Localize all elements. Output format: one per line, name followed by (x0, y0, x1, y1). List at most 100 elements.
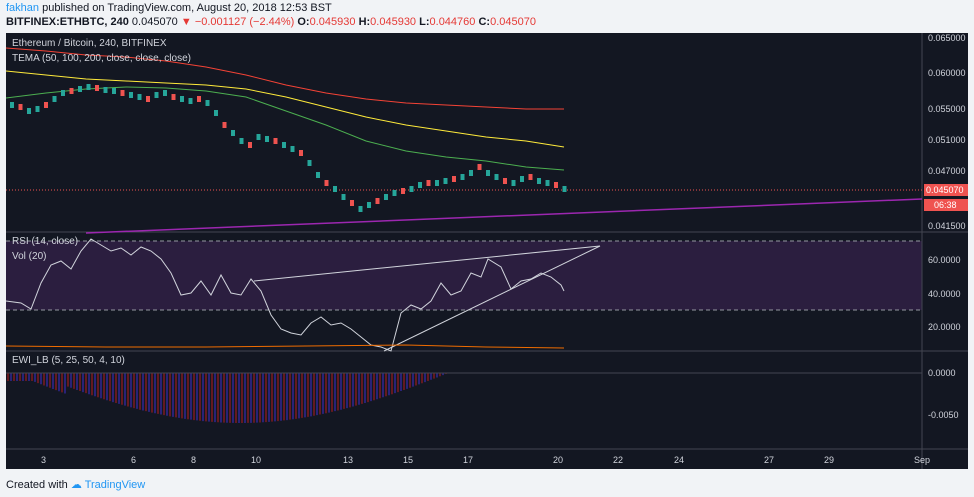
open-value: 0.045930 (309, 16, 356, 28)
candle (197, 96, 201, 102)
candle (214, 110, 218, 116)
candle (52, 96, 57, 102)
candle (528, 174, 533, 180)
price-tick: 0.047000 (928, 166, 966, 176)
low-label: L: (419, 16, 430, 28)
footer: Created with ☁ TradingView (6, 478, 145, 491)
candle (316, 172, 320, 178)
candle (27, 108, 31, 114)
candle (69, 88, 74, 94)
candle (163, 90, 167, 96)
candle (35, 106, 40, 112)
candle (248, 142, 252, 148)
time-tick: Sep (914, 455, 930, 465)
rsi-trendline-upper (253, 245, 601, 282)
rsi-trendline-lower (383, 245, 601, 352)
symbol-label: BITFINEX:ETHBTC, 240 (6, 16, 129, 28)
author-link[interactable]: fakhan (6, 2, 40, 14)
candle (401, 188, 405, 194)
candle (256, 134, 261, 140)
time-tick: 20 (553, 455, 563, 465)
time-tick: 17 (463, 455, 473, 465)
candle (307, 160, 312, 166)
time-tick: 15 (403, 455, 413, 465)
ewi-tick: 0.0000 (928, 368, 956, 378)
tema-indicator-label[interactable]: TEMA (50, 100, 200, close, close, close) (12, 53, 191, 64)
tradingview-link[interactable]: TradingView (84, 479, 146, 491)
candle (95, 85, 99, 91)
ewi-tick: -0.0050 (928, 410, 959, 420)
rsi-band (6, 241, 922, 310)
candle (341, 194, 346, 200)
ewi-histogram (7, 373, 447, 423)
time-axis: 3 6 8 10 13 15 17 20 22 24 27 29 Sep (41, 455, 930, 465)
candle (350, 200, 354, 206)
tema-50-line (5, 86, 565, 171)
time-tick: 24 (674, 455, 684, 465)
candle (61, 90, 65, 96)
chart-canvas[interactable]: 0.065000 0.060000 0.055000 0.051000 0.04… (5, 33, 968, 469)
candle (520, 176, 524, 182)
candle (299, 150, 303, 156)
candle (562, 186, 567, 192)
candle (392, 190, 397, 196)
candle (282, 142, 286, 148)
candle (469, 170, 473, 176)
candle (265, 136, 269, 142)
candle (146, 96, 150, 102)
tradingview-cloud-icon: ☁ (70, 479, 82, 491)
price-change: −0.001127 (−2.44%) (194, 16, 295, 28)
candle (375, 198, 380, 204)
candle (154, 92, 159, 98)
time-tick: 27 (764, 455, 774, 465)
candle (511, 180, 516, 186)
candle (129, 92, 133, 98)
candle (435, 180, 439, 186)
close-value: 0.045070 (490, 16, 536, 28)
candle (112, 88, 116, 94)
ewi-indicator-label[interactable]: EWI_LB (5, 25, 50, 4, 10) (12, 355, 125, 366)
candle (452, 176, 456, 182)
candle (443, 178, 448, 184)
candle (239, 138, 244, 144)
candle (103, 87, 108, 93)
candle (273, 138, 278, 144)
rsi-tick: 40.0000 (928, 289, 961, 299)
candle (188, 98, 193, 104)
support-trendline (85, 198, 923, 234)
publish-info: fakhan published on TradingView.com, Aug… (6, 2, 332, 14)
candle (545, 180, 550, 186)
candle (409, 186, 414, 192)
close-label: C: (478, 16, 491, 28)
candle (44, 102, 48, 108)
candle (358, 206, 363, 212)
price-tick: 0.041500 (928, 221, 966, 231)
price-tick: 0.051000 (928, 135, 966, 145)
volume-indicator-label[interactable]: Vol (20) (12, 251, 47, 262)
rsi-line (5, 238, 565, 352)
candle (222, 122, 227, 128)
low-value: 0.044760 (429, 16, 476, 28)
down-arrow-icon: ▼ (180, 16, 192, 28)
candle (205, 100, 210, 106)
tema-100-line (5, 70, 565, 148)
high-label: H: (358, 16, 371, 28)
rsi-indicator-label[interactable]: RSI (14, close) (12, 236, 79, 247)
time-tick: 8 (191, 455, 196, 465)
high-value: 0.045930 (370, 16, 417, 28)
symbol-info: BITFINEX:ETHBTC, 240 0.045070 ▼ −0.00112… (6, 16, 536, 28)
candle (384, 194, 388, 200)
price-tick: 0.055000 (928, 104, 966, 114)
candle (18, 104, 23, 110)
candle (333, 186, 337, 192)
main-pane-title: Ethereum / Bitcoin, 240, BITFINEX (12, 38, 167, 49)
candle (231, 130, 235, 136)
candle (120, 90, 125, 96)
candlesticks (10, 84, 567, 212)
open-label: O: (297, 16, 310, 28)
chart-area[interactable]: 0.065000 0.060000 0.055000 0.051000 0.04… (5, 33, 968, 469)
candle (486, 170, 490, 176)
candle (426, 180, 431, 186)
rsi-tick: 60.0000 (928, 255, 961, 265)
countdown-tag (924, 199, 968, 211)
